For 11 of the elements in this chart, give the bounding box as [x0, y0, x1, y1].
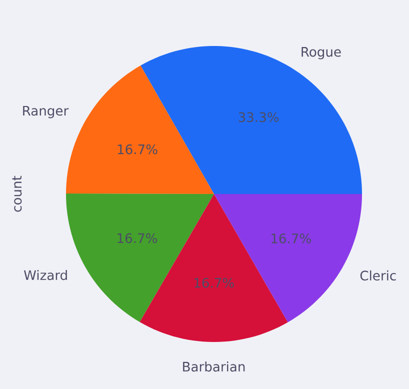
slice-label: Ranger: [23, 106, 69, 118]
data-label: 16.7%: [118, 144, 158, 154]
text: count: [12, 176, 22, 212]
slice-label: Barbarian: [183, 362, 245, 372]
slice-label: Cleric: [360, 270, 396, 281]
data-label: 16.7%: [272, 233, 311, 244]
data-label: 16.7%: [118, 233, 158, 244]
data-label: 33.3%: [238, 112, 279, 122]
slice-label: Rogue: [302, 47, 341, 60]
data-label: 16.7%: [194, 278, 234, 288]
slice-label: Wizard: [24, 270, 67, 280]
